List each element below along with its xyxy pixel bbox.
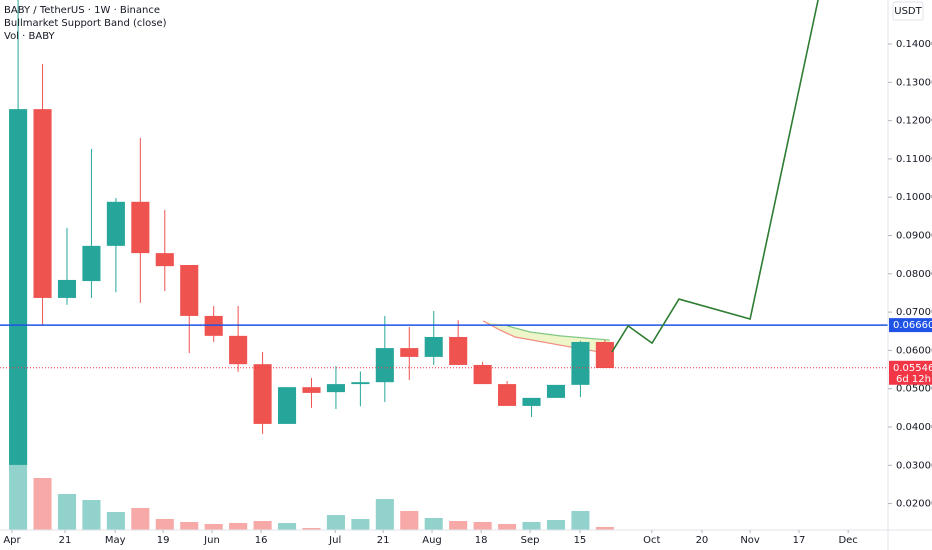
x-tick-label: 21	[59, 535, 72, 546]
x-tick-label: 16	[255, 535, 268, 546]
last-price-box	[889, 360, 932, 385]
currency[interactable]: USDT	[894, 6, 922, 17]
candle-body	[9, 109, 28, 465]
candle-body	[571, 341, 590, 385]
candle-body	[229, 335, 248, 365]
x-tick-label: 21	[377, 535, 390, 546]
volume-bar	[595, 527, 614, 530]
candle-body	[131, 201, 150, 254]
candle-body	[277, 387, 297, 424]
candle-body	[595, 341, 614, 369]
volume-bar	[375, 499, 394, 530]
volume-bar	[253, 521, 272, 530]
candle-body	[57, 279, 77, 298]
candle-body	[449, 336, 468, 365]
volume-bar	[424, 518, 443, 530]
countdown: 6d 12h	[896, 374, 931, 385]
x-tick-label: Jun	[203, 535, 220, 546]
volume-bar	[498, 524, 517, 530]
volume-bar	[82, 500, 101, 530]
volume-bar	[522, 522, 541, 530]
volume-bar	[473, 522, 492, 530]
x-tick-label: 19	[157, 535, 170, 546]
last-price-label: 0.05546	[893, 363, 932, 374]
volume-bar	[449, 521, 468, 530]
candle-body	[522, 397, 541, 406]
candle-body	[351, 382, 370, 385]
candle-body	[253, 364, 272, 424]
x-tick-label: Sep	[521, 535, 540, 546]
volume-bar	[571, 511, 590, 530]
candle-body	[498, 384, 517, 406]
x-tick-label: 17	[793, 535, 806, 546]
x-tick-label: Apr	[3, 535, 21, 546]
hline-label-box	[889, 318, 932, 333]
candle-body	[473, 364, 492, 385]
indicator-title: Bullmarket Support Band (close)	[4, 18, 167, 29]
candle-body	[424, 336, 443, 357]
projection-line	[611, 0, 819, 353]
volume-bar	[204, 524, 223, 530]
x-tick-label: Oct	[643, 535, 660, 546]
candle-body	[302, 387, 321, 393]
volume-bar	[106, 512, 125, 530]
x-tick-label: Nov	[740, 535, 760, 546]
x-tick-label: 20	[696, 535, 709, 546]
volume-bar	[131, 508, 150, 530]
x-tick-label: May	[105, 535, 126, 546]
y-tick-label: 0.02000	[896, 499, 932, 510]
volume-bar	[546, 520, 566, 530]
x-tick-label: Jul	[328, 535, 341, 546]
x-tick-label: Aug	[422, 535, 442, 546]
volume-title: Vol · BABY	[4, 31, 56, 42]
candle-body	[155, 253, 174, 267]
x-tick-label: 15	[574, 535, 587, 546]
volume-bar	[302, 528, 321, 530]
band-line	[506, 325, 610, 341]
candle-body	[375, 348, 394, 383]
x-tick-label: Dec	[838, 535, 857, 546]
volume-bar	[277, 523, 297, 530]
volume-bar	[180, 522, 199, 530]
volume-bar	[33, 478, 52, 530]
candle-body	[106, 201, 125, 246]
plot-area	[0, 0, 888, 530]
volume-bar	[326, 515, 345, 530]
candle-body	[204, 315, 223, 336]
volume-bar	[57, 494, 77, 530]
candle-body	[326, 384, 345, 393]
currency-box[interactable]	[892, 1, 924, 21]
candle-body	[400, 348, 419, 357]
volume-bar	[351, 519, 370, 530]
x-tick-label: 18	[475, 535, 488, 546]
candle-body	[180, 265, 199, 316]
candle-body	[546, 384, 566, 398]
volume-bar	[229, 523, 248, 530]
chart-title: BABY / TetherUS · 1W · Binance	[4, 5, 160, 16]
candle-body	[33, 109, 52, 298]
volume-bar	[400, 511, 419, 530]
hline-label: 0.06660	[893, 320, 932, 331]
volume-bar	[155, 519, 174, 530]
candle-body	[82, 245, 101, 282]
